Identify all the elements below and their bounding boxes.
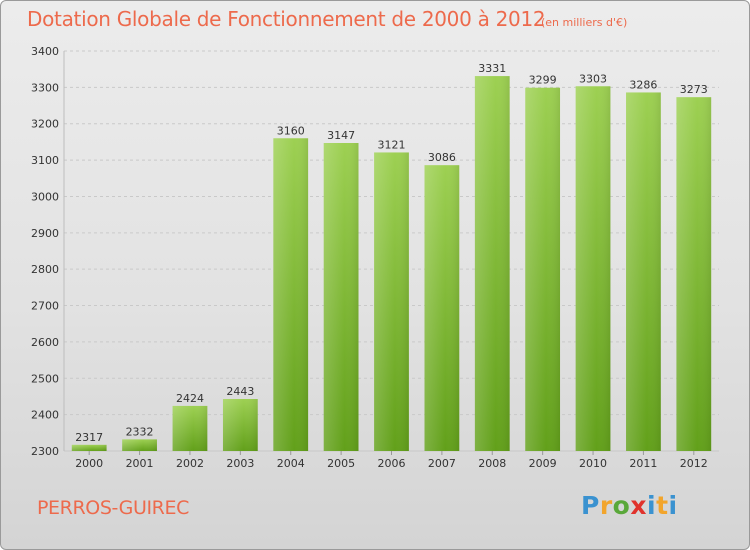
- y-tick-label: 2800: [31, 263, 59, 276]
- bar-value-label: 3299: [529, 74, 557, 87]
- bar-highlight: [374, 152, 409, 452]
- bar-value-label: 3286: [629, 78, 657, 91]
- logo-letter: i: [668, 491, 678, 520]
- y-tick-label: 3100: [31, 154, 59, 167]
- x-tick-label: 2000: [75, 457, 103, 470]
- bar-value-label: 3303: [579, 72, 607, 85]
- y-tick-label: 2600: [31, 336, 59, 349]
- bar-value-label: 2443: [226, 385, 254, 398]
- place-name: PERROS-GUIREC: [37, 497, 189, 519]
- bar-value-label: 3331: [478, 62, 506, 75]
- logo-letter: r: [599, 491, 613, 520]
- proxiti-logo[interactable]: Proxiti: [581, 491, 678, 520]
- y-tick-label: 3400: [31, 45, 59, 58]
- bar-highlight: [676, 97, 712, 451]
- logo-letter: x: [630, 491, 647, 520]
- bar-highlight: [525, 87, 561, 452]
- bar-highlight: [323, 143, 359, 451]
- bar-value-label: 3160: [277, 124, 305, 137]
- y-tick-label: 2700: [31, 300, 59, 313]
- bar-highlight: [575, 86, 611, 451]
- chart-title: Dotation Globale de Fonctionnement de 20…: [27, 7, 546, 31]
- bar-highlight: [172, 405, 208, 451]
- x-tick-label: 2010: [579, 457, 607, 470]
- y-tick-label: 2900: [31, 227, 59, 240]
- bar-highlight: [626, 92, 661, 452]
- x-tick-label: 2003: [226, 457, 254, 470]
- chart-subtitle: (en milliers d'€): [541, 16, 628, 29]
- y-tick-label: 2400: [31, 409, 59, 422]
- bar-value-label: 2424: [176, 392, 204, 405]
- y-tick-label: 2500: [31, 372, 59, 385]
- bar-value-label: 3273: [680, 83, 708, 96]
- bar-value-label: 3121: [378, 138, 406, 151]
- x-tick-label: 2005: [327, 457, 355, 470]
- y-tick-label: 3200: [31, 118, 59, 131]
- bar-value-label: 3147: [327, 129, 355, 142]
- y-tick-label: 3000: [31, 190, 59, 203]
- bar-value-label: 2317: [75, 431, 103, 444]
- bar-highlight: [424, 165, 460, 451]
- x-tick-label: 2001: [126, 457, 154, 470]
- bar-highlight: [71, 444, 107, 451]
- x-tick-label: 2012: [680, 457, 708, 470]
- logo-letter: P: [581, 491, 600, 520]
- x-tick-label: 2002: [176, 457, 204, 470]
- bar-highlight: [474, 76, 510, 451]
- x-tick-label: 2008: [478, 457, 506, 470]
- bar-value-label: 2332: [126, 425, 154, 438]
- bar-highlight: [273, 138, 309, 452]
- y-tick-label: 2300: [31, 445, 59, 458]
- logo-letter: i: [647, 491, 657, 520]
- x-tick-label: 2006: [378, 457, 406, 470]
- y-axis: 2300 2400 2500 2600 2700 2800 2900 3000 3100 3200…: [31, 45, 59, 458]
- logo-letter: t: [656, 491, 669, 520]
- logo-letter: o: [612, 491, 631, 520]
- x-tick-label: 2009: [529, 457, 557, 470]
- bar-value-label: 3086: [428, 151, 456, 164]
- x-tick-label: 2007: [428, 457, 456, 470]
- bar-highlight: [122, 439, 157, 451]
- x-axis: 2000 2001 2002 2003 2004 2005 2006 2007 2008 2009…: [75, 451, 708, 470]
- bars: [71, 76, 712, 452]
- y-tick-label: 3300: [31, 81, 59, 94]
- x-tick-label: 2004: [277, 457, 305, 470]
- data-labels: 2317 2332 2424 2443 3160 3147 3121 3086 3331 3299…: [75, 62, 708, 444]
- bar-highlight: [222, 399, 258, 451]
- x-tick-label: 2011: [629, 457, 657, 470]
